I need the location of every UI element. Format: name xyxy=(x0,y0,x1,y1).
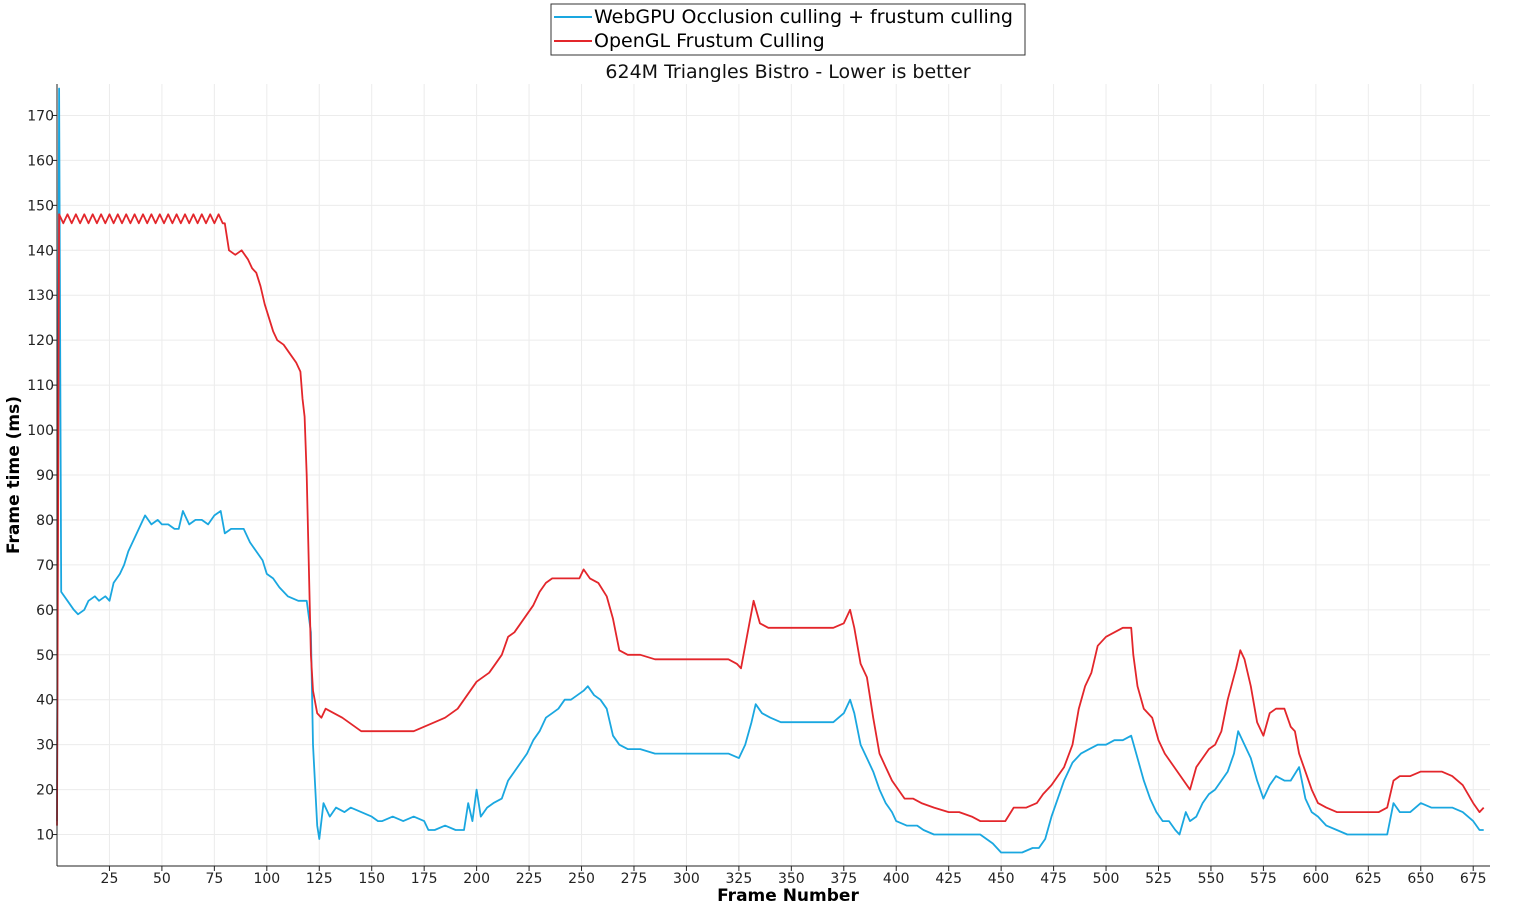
series-line-opengl xyxy=(56,213,1485,826)
y-tick-label: 40 xyxy=(36,693,54,709)
y-tick-label: 80 xyxy=(36,513,54,529)
x-tick-label: 675 xyxy=(1460,871,1487,887)
x-tick-label: 50 xyxy=(153,871,171,887)
legend-label-webgpu: WebGPU Occlusion culling + frustum culli… xyxy=(594,6,1013,28)
x-tick-label: 525 xyxy=(1145,871,1172,887)
x-tick-label: 175 xyxy=(411,871,438,887)
y-tick-label: 30 xyxy=(36,738,54,754)
y-tick-label: 70 xyxy=(36,558,54,574)
y-tick-label: 60 xyxy=(36,603,54,619)
y-tick-label: 50 xyxy=(36,648,54,664)
y-tick-label: 150 xyxy=(27,198,54,214)
x-tick-label: 400 xyxy=(883,871,910,887)
x-tick-label: 150 xyxy=(358,871,385,887)
grid-lines xyxy=(57,84,1490,866)
x-tick-label: 125 xyxy=(306,871,333,887)
x-tick-label: 625 xyxy=(1355,871,1382,887)
x-tick-label: 225 xyxy=(516,871,543,887)
x-tick-label: 375 xyxy=(830,871,857,887)
y-tick-label: 10 xyxy=(36,828,54,844)
legend-label-opengl: OpenGL Frustum Culling xyxy=(594,30,825,52)
legend-box xyxy=(550,3,1026,56)
x-tick-label: 550 xyxy=(1198,871,1225,887)
y-tick-label: 130 xyxy=(27,288,54,304)
x-tick-label: 475 xyxy=(1040,871,1067,887)
y-tick-label: 170 xyxy=(27,108,54,124)
series-layer xyxy=(56,87,1485,854)
x-tick-label: 600 xyxy=(1302,871,1329,887)
x-tick-label: 325 xyxy=(726,871,753,887)
y-tick-label: 140 xyxy=(27,243,54,259)
x-tick-label: 75 xyxy=(205,871,223,887)
x-tick-label: 650 xyxy=(1407,871,1434,887)
y-tick-label: 160 xyxy=(27,153,54,169)
y-tick-label: 120 xyxy=(27,333,54,349)
x-tick-label: 450 xyxy=(988,871,1015,887)
x-tick-label: 300 xyxy=(673,871,700,887)
y-tick-label: 100 xyxy=(27,423,54,439)
x-tick-label: 500 xyxy=(1093,871,1120,887)
y-tick-label: 110 xyxy=(27,378,54,394)
x-tick-label: 275 xyxy=(621,871,648,887)
x-tick-label: 250 xyxy=(568,871,595,887)
x-ticks: 25 50 75 100 125 150 175 200 225 250 275 300 325 350 3… xyxy=(101,866,1487,887)
x-axis-title: Frame Number xyxy=(717,886,859,906)
y-tick-label: 20 xyxy=(36,783,54,799)
series-line-webgpu xyxy=(56,87,1484,854)
y-ticks: 10 20 30 40 50 60 70 80 90 100 110 120 130 140 150 160 1… xyxy=(27,108,57,844)
x-tick-label: 575 xyxy=(1250,871,1277,887)
y-tick-label: 90 xyxy=(36,468,54,484)
chart-title: 624M Triangles Bistro - Lower is better xyxy=(605,61,970,83)
x-tick-label: 200 xyxy=(463,871,490,887)
legend: WebGPU Occlusion culling + frustum culli… xyxy=(550,3,1026,56)
y-axis-title: Frame time (ms) xyxy=(4,396,24,554)
x-tick-label: 350 xyxy=(778,871,805,887)
x-tick-label: 425 xyxy=(935,871,962,887)
x-tick-label: 25 xyxy=(101,871,119,887)
x-tick-label: 100 xyxy=(253,871,280,887)
